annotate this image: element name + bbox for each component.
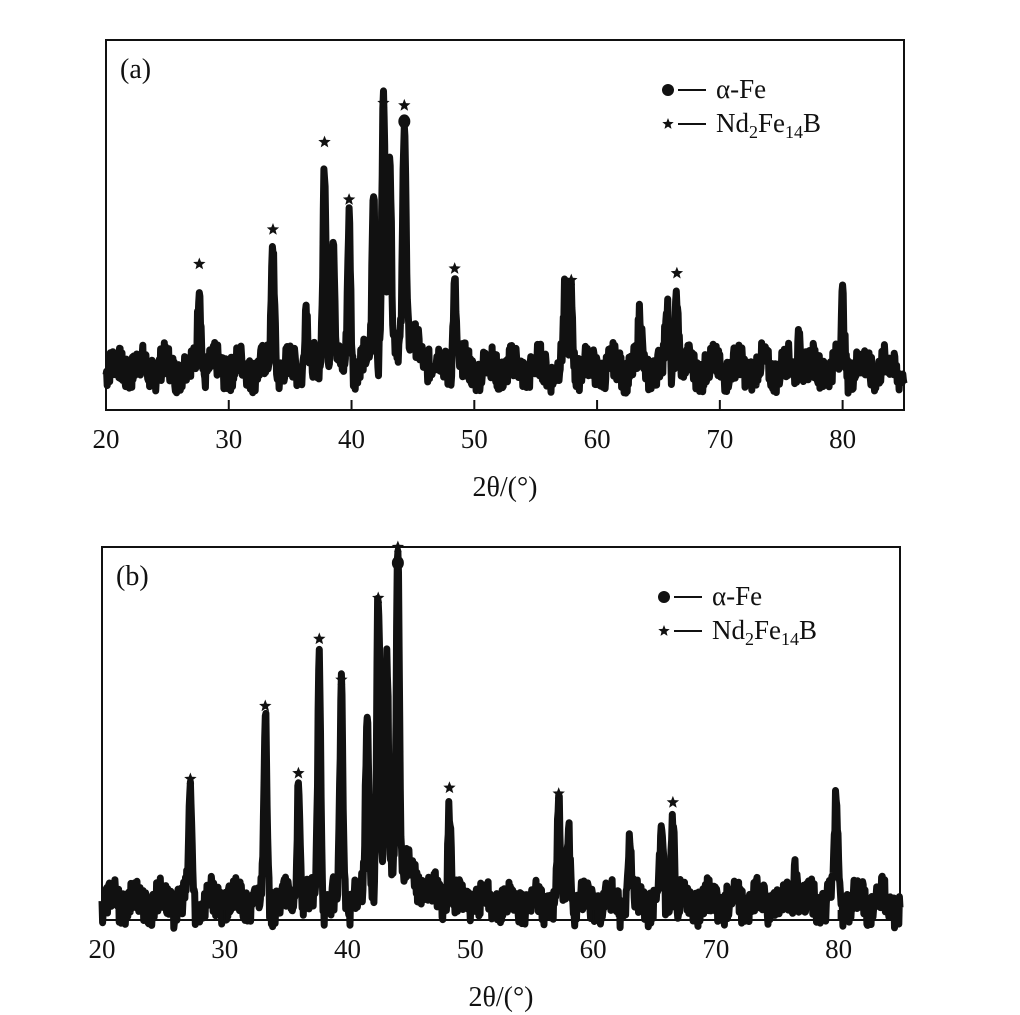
- nd2fe14b-peak-marker: [391, 540, 405, 553]
- xrd-trace: [98, 548, 904, 932]
- x-tick-label: 80: [825, 934, 852, 964]
- alpha-fe-peak-marker: [398, 114, 411, 129]
- nd2fe14b-peak-marker: [342, 193, 356, 205]
- x-tick-label: 70: [706, 424, 733, 454]
- legend-circle-icon: [662, 84, 674, 96]
- legend-star-icon: [658, 625, 670, 636]
- nd2fe14b-peak-marker: [377, 96, 390, 109]
- nd2fe14b-peak-marker: [443, 781, 456, 794]
- x-axis-title: 2θ/(°): [472, 472, 537, 503]
- x-axis-title: 2θ/(°): [468, 982, 533, 1013]
- plot-frame: [105, 39, 905, 411]
- x-tick-label: 80: [829, 424, 856, 454]
- x-tick-label: 40: [338, 424, 365, 454]
- x-tick-label: 20: [89, 934, 116, 964]
- x-tick-label: 30: [215, 424, 242, 454]
- x-tick-label: 60: [580, 934, 607, 964]
- nd2fe14b-peak-marker: [292, 766, 305, 779]
- nd2fe14b-peak-marker: [259, 699, 272, 712]
- alpha-fe-peak-marker: [391, 555, 404, 570]
- nd2fe14b-peak-marker: [184, 772, 197, 785]
- nd2fe14b-peak-marker: [266, 223, 280, 235]
- x-tick-label: 50: [461, 424, 488, 454]
- nd2fe14b-peak-marker: [552, 787, 565, 799]
- x-tick-label: 30: [211, 934, 238, 964]
- xrd-panel-b: 20 30 40 50 60 70 80 2θ/(°) (b) α-Fe Nd2Fe14B: [89, 540, 904, 1013]
- legend-label: Nd2Fe14B: [712, 615, 817, 649]
- nd2fe14b-peak-marker: [372, 591, 385, 604]
- legend-star-icon: [662, 118, 674, 129]
- x-tick-label: 40: [334, 934, 361, 964]
- nd2fe14b-peak-marker: [335, 673, 348, 685]
- nd2fe14b-peak-marker: [318, 135, 331, 148]
- legend-label: Nd2Fe14B: [716, 108, 821, 142]
- xrd-panel-a: 20 30 40 50 60 70 80 2θ/(°) (a) α-Fe Nd2Fe14B: [93, 39, 908, 503]
- plot-frame: [101, 546, 901, 921]
- x-tick-label: 60: [584, 424, 611, 454]
- nd2fe14b-peak-marker: [448, 262, 461, 274]
- xrd-trace: [102, 87, 908, 397]
- nd2fe14b-peak-marker: [666, 795, 680, 808]
- legend-label: α-Fe: [716, 74, 766, 104]
- nd2fe14b-peak-marker: [670, 266, 684, 279]
- nd2fe14b-peak-marker: [313, 632, 326, 645]
- legend-label: α-Fe: [712, 581, 762, 611]
- nd2fe14b-peak-marker: [398, 98, 411, 111]
- legend-circle-icon: [658, 591, 670, 603]
- x-tick-label: 20: [93, 424, 120, 454]
- panel-label: (a): [120, 54, 151, 85]
- x-tick-label: 70: [702, 934, 729, 964]
- nd2fe14b-peak-marker: [565, 273, 578, 286]
- x-tick-label: 50: [457, 934, 484, 964]
- nd2fe14b-peak-marker: [193, 257, 206, 270]
- panel-label: (b): [116, 561, 149, 592]
